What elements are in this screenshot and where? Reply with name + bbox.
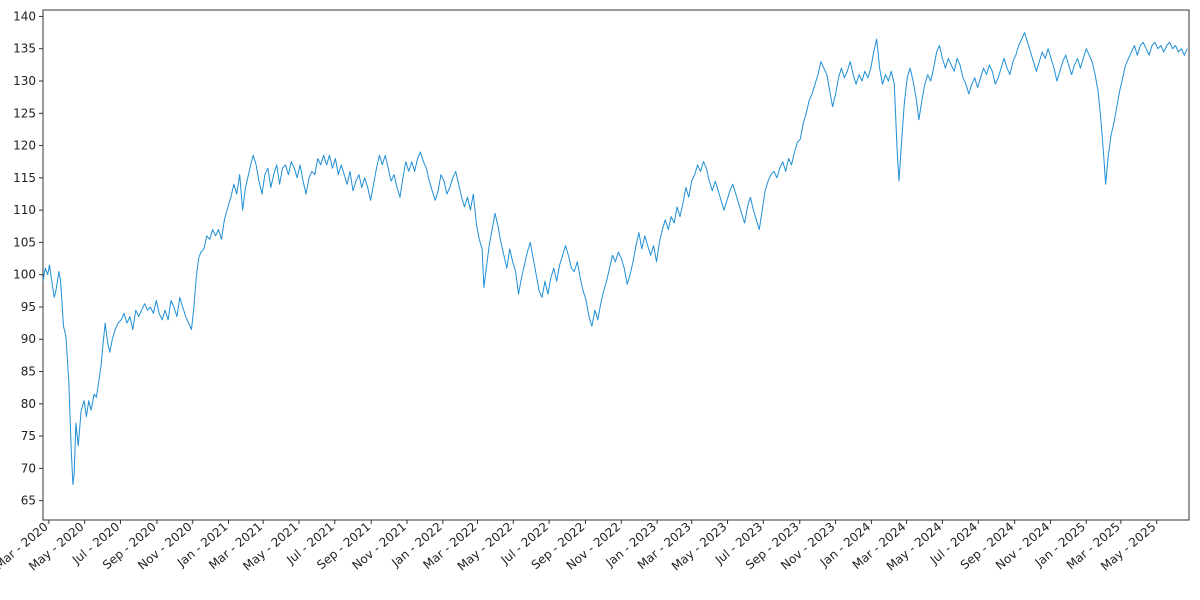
y-axis: 65 70 75 80 85 90 95 100 105 110 115 120 125 130 135 14… bbox=[13, 9, 43, 508]
plot-area bbox=[42, 9, 1190, 521]
y-tick-label: 135 bbox=[13, 42, 36, 56]
series-layer bbox=[42, 32, 1188, 485]
y-tick-label: 120 bbox=[13, 139, 36, 153]
y-tick-label: 105 bbox=[13, 235, 36, 249]
y-tick-label: 140 bbox=[13, 9, 36, 23]
series-line bbox=[42, 32, 1188, 485]
y-tick-label: 85 bbox=[21, 365, 36, 379]
y-tick-label: 115 bbox=[13, 171, 36, 185]
y-tick-label: 90 bbox=[21, 332, 36, 346]
y-tick-label: 130 bbox=[13, 74, 36, 88]
y-tick-label: 125 bbox=[13, 106, 36, 120]
y-tick-label: 70 bbox=[21, 461, 36, 475]
y-tick-label: 100 bbox=[13, 268, 36, 282]
y-tick-label: 110 bbox=[13, 203, 36, 217]
y-tick-label: 80 bbox=[21, 397, 36, 411]
y-tick-label: 75 bbox=[21, 429, 36, 443]
y-tick-label: 95 bbox=[21, 300, 36, 314]
y-tick-label: 65 bbox=[21, 494, 36, 508]
